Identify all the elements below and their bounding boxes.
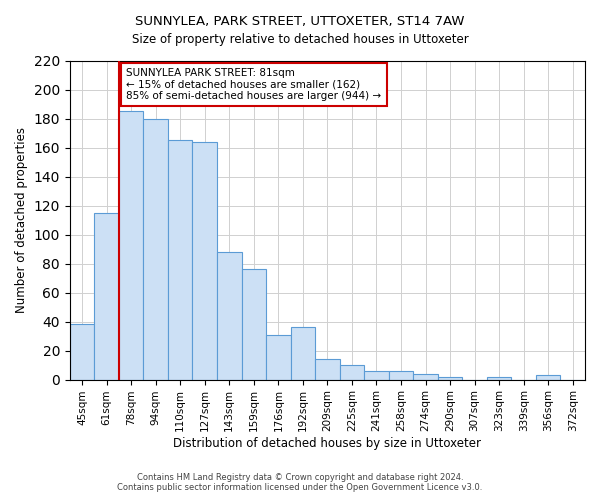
Y-axis label: Number of detached properties: Number of detached properties [15, 127, 28, 313]
Bar [119, 112, 143, 380]
X-axis label: Distribution of detached houses by size in Uttoxeter: Distribution of detached houses by size … [173, 437, 481, 450]
Bar [290, 328, 315, 380]
Bar [315, 360, 340, 380]
Text: Contains HM Land Registry data © Crown copyright and database right 2024.
Contai: Contains HM Land Registry data © Crown c… [118, 473, 482, 492]
Bar [389, 371, 413, 380]
Bar [340, 365, 364, 380]
Text: Size of property relative to detached houses in Uttoxeter: Size of property relative to detached ho… [131, 32, 469, 46]
Bar [266, 334, 290, 380]
Bar [364, 371, 389, 380]
Bar [438, 376, 463, 380]
Bar [143, 118, 168, 380]
Bar [242, 270, 266, 380]
Bar [193, 142, 217, 380]
Bar [168, 140, 193, 380]
Bar [70, 324, 94, 380]
Text: SUNNYLEA PARK STREET: 81sqm
← 15% of detached houses are smaller (162)
85% of se: SUNNYLEA PARK STREET: 81sqm ← 15% of det… [126, 68, 382, 101]
Bar [217, 252, 242, 380]
Text: SUNNYLEA, PARK STREET, UTTOXETER, ST14 7AW: SUNNYLEA, PARK STREET, UTTOXETER, ST14 7… [135, 15, 465, 28]
Bar [536, 375, 560, 380]
Bar [487, 376, 511, 380]
Bar [413, 374, 438, 380]
Bar [94, 213, 119, 380]
